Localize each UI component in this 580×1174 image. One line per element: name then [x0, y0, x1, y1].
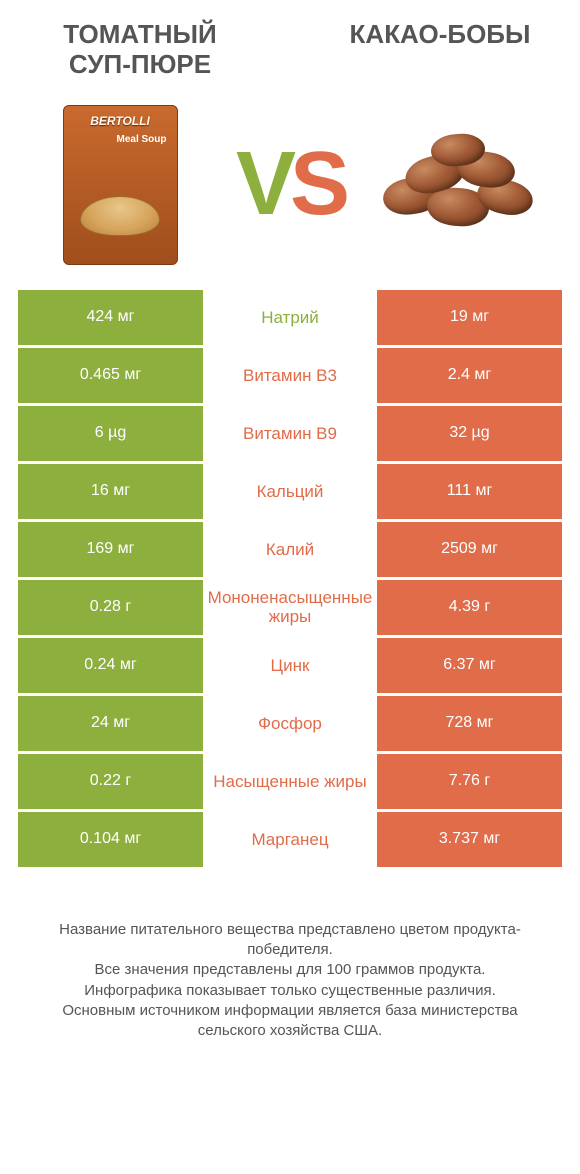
left-value-cell: 0.24 мг [18, 638, 203, 693]
nutrient-label: Фосфор [203, 696, 377, 751]
header: ТОМАТНЫЙ СУП-ПЮРЕ КАКАО-БОБЫ [0, 0, 580, 90]
nutrient-label: Кальций [203, 464, 377, 519]
table-row: 0.22 гНасыщенные жиры7.76 г [18, 754, 562, 809]
nutrient-label: Витамин B3 [203, 348, 377, 403]
left-value-cell: 16 мг [18, 464, 203, 519]
footer-line: Название питательного вещества представл… [30, 920, 550, 961]
soup-brand-text: BERTOLLI [90, 114, 150, 128]
table-row: 24 мгФосфор728 мг [18, 696, 562, 751]
table-row: 0.24 мгЦинк6.37 мг [18, 638, 562, 693]
nutrient-label: Витамин B9 [203, 406, 377, 461]
left-value-cell: 0.104 мг [18, 812, 203, 867]
images-row: BERTOLLI Meal Soup VS [0, 90, 580, 290]
right-product-image [370, 100, 550, 270]
footer-line: Основным источником информации является … [30, 1001, 550, 1042]
right-product-title: КАКАО-БОБЫ [330, 20, 550, 80]
footer-notes: Название питательного вещества представл… [0, 870, 580, 1062]
right-value-cell: 6.37 мг [377, 638, 562, 693]
nutrient-label: Мононенасыщенные жиры [203, 580, 377, 635]
right-value-cell: 4.39 г [377, 580, 562, 635]
left-value-cell: 0.22 г [18, 754, 203, 809]
right-value-cell: 19 мг [377, 290, 562, 345]
soup-sub-text: Meal Soup [116, 134, 166, 145]
cocoa-beans-illustration [375, 130, 545, 240]
left-value-cell: 424 мг [18, 290, 203, 345]
left-product-image: BERTOLLI Meal Soup [30, 100, 210, 270]
right-value-cell: 7.76 г [377, 754, 562, 809]
right-value-cell: 3.737 мг [377, 812, 562, 867]
table-row: 424 мгНатрий19 мг [18, 290, 562, 345]
left-product-title: ТОМАТНЫЙ СУП-ПЮРЕ [30, 20, 250, 80]
left-value-cell: 6 µg [18, 406, 203, 461]
left-value-cell: 24 мг [18, 696, 203, 751]
nutrient-label: Калий [203, 522, 377, 577]
right-value-cell: 728 мг [377, 696, 562, 751]
soup-bowl-illustration [80, 196, 160, 236]
right-value-cell: 2.4 мг [377, 348, 562, 403]
right-value-cell: 111 мг [377, 464, 562, 519]
nutrient-label: Насыщенные жиры [203, 754, 377, 809]
table-row: 16 мгКальций111 мг [18, 464, 562, 519]
table-row: 0.465 мгВитамин B32.4 мг [18, 348, 562, 403]
nutrient-label: Цинк [203, 638, 377, 693]
table-row: 0.28 гМононенасыщенные жиры4.39 г [18, 580, 562, 635]
table-row: 0.104 мгМарганец3.737 мг [18, 812, 562, 867]
comparison-table: 424 мгНатрий19 мг0.465 мгВитамин B32.4 м… [0, 290, 580, 867]
table-row: 6 µgВитамин B932 µg [18, 406, 562, 461]
table-row: 169 мгКалий2509 мг [18, 522, 562, 577]
vs-v-letter: V [236, 134, 290, 234]
right-value-cell: 32 µg [377, 406, 562, 461]
vs-label: VS [236, 133, 344, 236]
nutrient-label: Натрий [203, 290, 377, 345]
soup-box-illustration: BERTOLLI Meal Soup [63, 105, 178, 265]
nutrient-label: Марганец [203, 812, 377, 867]
left-value-cell: 0.28 г [18, 580, 203, 635]
footer-line: Все значения представлены для 100 граммо… [30, 960, 550, 980]
vs-s-letter: S [290, 134, 344, 234]
left-value-cell: 169 мг [18, 522, 203, 577]
right-value-cell: 2509 мг [377, 522, 562, 577]
footer-line: Инфографика показывает только существенн… [30, 981, 550, 1001]
left-value-cell: 0.465 мг [18, 348, 203, 403]
